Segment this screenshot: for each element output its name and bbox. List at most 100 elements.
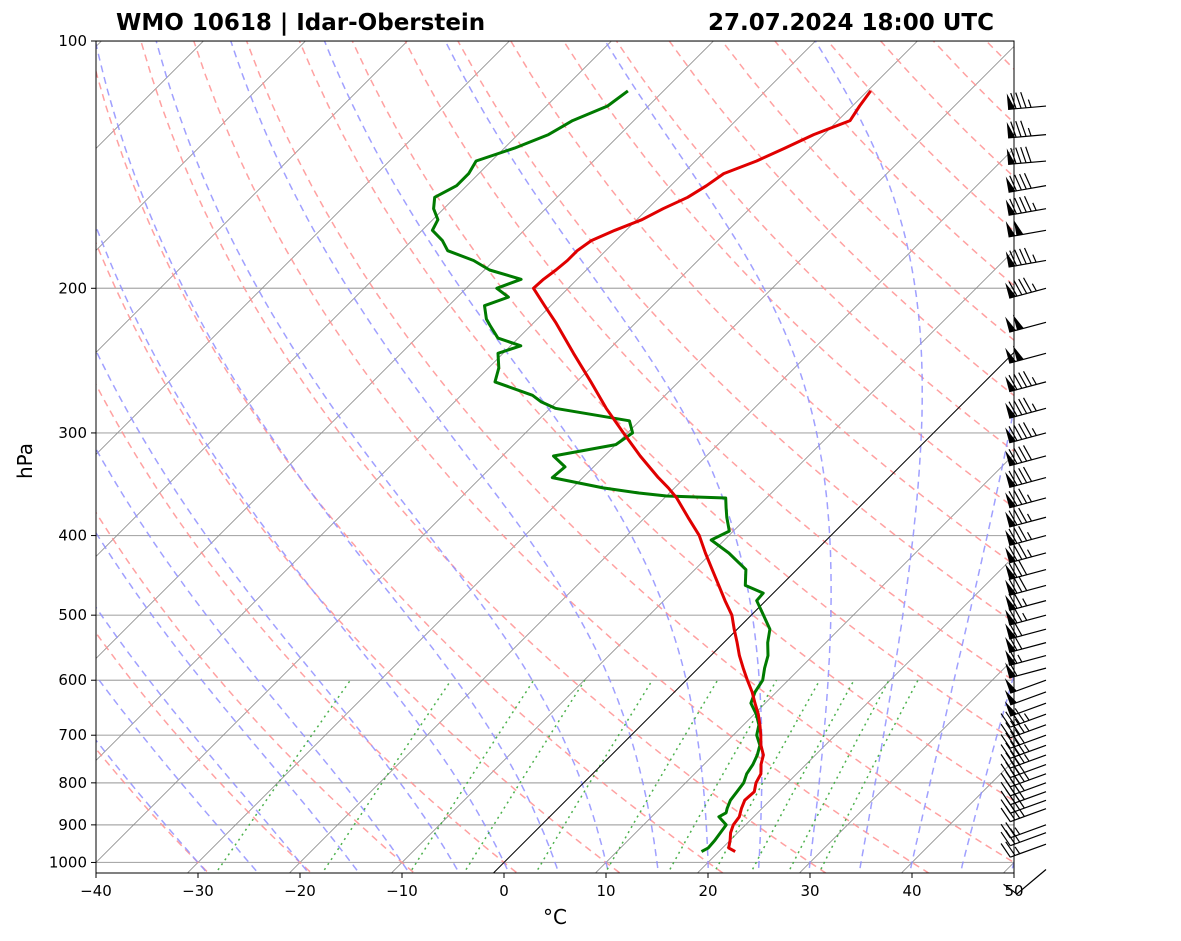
x-tick-label: 0 (499, 882, 509, 900)
mixing-ratio-line (667, 679, 778, 873)
wind-barb (1005, 488, 1047, 509)
moist-adiabat (96, 531, 360, 873)
axis-ticks: −40 −30 −20 −10 0 10 20 30 40 50 100 200 300 400 500 60… (49, 32, 1024, 900)
isotherm-10 (594, 453, 1014, 873)
wind-barb (1006, 146, 1047, 165)
isotherm--90 (96, 41, 409, 354)
mixing-ratio-line (749, 679, 855, 873)
isotherm--20 (288, 147, 1014, 873)
wind-barb (1000, 748, 1047, 769)
wind-barb (1000, 841, 1047, 858)
wind-barb (1000, 718, 1047, 739)
isotherm-30 (798, 657, 1014, 873)
temperature-profile (532, 90, 872, 853)
isotherm--50 (96, 41, 817, 762)
dry-adiabat (562, 41, 1014, 509)
y-axis-label: hPa (13, 443, 37, 479)
isotherm--40 (96, 41, 919, 864)
wind-barb (1005, 560, 1047, 580)
wind-barb (1005, 277, 1047, 299)
x-tick-label: 40 (902, 882, 921, 900)
wind-barb (1005, 219, 1047, 238)
mixing-ratio-line (787, 679, 890, 873)
x-tick-label: 50 (1004, 882, 1023, 900)
moist-adiabat (155, 41, 610, 873)
isotherm--30 (186, 45, 1014, 873)
wind-barb (1006, 92, 1047, 110)
wind-barb (1005, 172, 1047, 193)
x-tick-label: −40 (80, 882, 112, 900)
isotherm--10 (390, 249, 1014, 873)
moist-adiabat (96, 739, 209, 873)
y-tick-label: 100 (58, 32, 87, 50)
wind-barb (1005, 526, 1047, 546)
x-tick-label: −30 (182, 882, 214, 900)
wind-barb (1004, 689, 1047, 706)
wind-barb (1005, 422, 1047, 444)
moist-adiabat (96, 41, 560, 873)
dry-adiabat (245, 41, 1014, 864)
x-tick-label: 30 (800, 882, 819, 900)
y-tick-label: 600 (58, 671, 87, 689)
dewpoint-profile (430, 89, 772, 853)
mixing-ratio-line (818, 679, 919, 873)
x-tick-label: 20 (698, 882, 717, 900)
mixing-ratio-line (408, 679, 535, 873)
dry-adiabat (96, 68, 725, 873)
wind-barb (1005, 247, 1047, 268)
dry-adiabat (510, 41, 1014, 566)
dry-adiabat (193, 41, 930, 873)
wind-barb (1005, 195, 1047, 216)
x-axis-label: °C (543, 905, 567, 929)
y-tick-label: 900 (58, 816, 87, 834)
dry-adiabat (351, 41, 1014, 742)
y-tick-label: 400 (58, 527, 87, 545)
moist-adiabat (96, 224, 510, 873)
moist-adiabat (230, 41, 660, 873)
mixing-ratio-line (713, 679, 821, 873)
dry-adiabat (668, 41, 1014, 397)
wind-barb (1003, 869, 1047, 895)
y-tick-label: 700 (58, 726, 87, 744)
dry-adiabat (140, 41, 828, 873)
y-tick-label: 500 (58, 606, 87, 624)
y-tick-label: 300 (58, 424, 87, 442)
zero-degree-isotherm (492, 351, 1014, 873)
chart-title-datetime: 27.07.2024 18:00 UTC (708, 10, 994, 36)
wind-barb (1000, 739, 1047, 759)
moist-adiabat (959, 672, 1014, 873)
moist-adiabat (96, 674, 260, 873)
isotherm--60 (96, 41, 715, 660)
wind-barb (1005, 543, 1047, 564)
y-tick-label: 1000 (49, 853, 87, 871)
wind-barb (1005, 397, 1047, 419)
wind-barb (1000, 729, 1047, 749)
x-tick-label: −10 (386, 882, 418, 900)
isotherm--100 (96, 41, 307, 252)
wind-barb (1005, 575, 1047, 596)
moist-adiabat (814, 41, 923, 873)
x-tick-label: −20 (284, 882, 316, 900)
dry-adiabat (96, 631, 313, 873)
dry-adiabat (404, 41, 1014, 682)
wind-barb (1005, 606, 1047, 626)
wind-barb (1006, 120, 1047, 139)
moist-adiabat (96, 606, 310, 873)
wind-barb (1005, 445, 1047, 467)
dry-adiabat (96, 383, 519, 873)
mixing-ratio-line (463, 679, 586, 873)
moist-adiabat (96, 348, 461, 873)
wind-barb (1005, 466, 1047, 489)
wind-barb (1005, 314, 1047, 333)
dry-adiabat (96, 241, 622, 873)
mixing-ratio-line (214, 679, 352, 873)
y-tick-label: 800 (58, 774, 87, 792)
wind-barb (1005, 592, 1047, 612)
wind-barb (1005, 345, 1047, 364)
plot-frame (95, 40, 1015, 874)
wind-barb-column (1000, 92, 1047, 895)
wind-barb (1005, 371, 1047, 393)
wind-barb (1004, 701, 1047, 717)
mixing-ratio-line (534, 679, 653, 873)
